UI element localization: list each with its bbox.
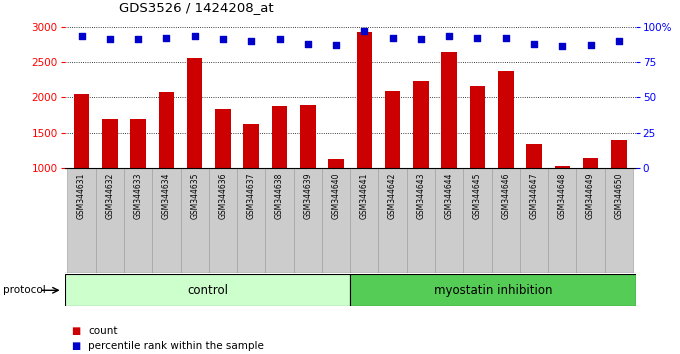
- Text: GSM344635: GSM344635: [190, 172, 199, 219]
- Bar: [583, 158, 598, 168]
- Bar: [385, 91, 401, 168]
- Text: GSM344648: GSM344648: [558, 172, 566, 219]
- Text: count: count: [88, 326, 118, 336]
- Bar: [356, 32, 372, 168]
- Point: [472, 35, 483, 41]
- Point: [444, 34, 455, 39]
- Point: [303, 41, 313, 46]
- Bar: [243, 124, 259, 168]
- Text: GSM344639: GSM344639: [303, 172, 312, 219]
- Point: [245, 38, 256, 44]
- Bar: [577, 168, 605, 273]
- Bar: [407, 168, 435, 273]
- Text: percentile rank within the sample: percentile rank within the sample: [88, 341, 265, 351]
- Bar: [350, 168, 379, 273]
- Point: [76, 34, 87, 39]
- Point: [218, 36, 228, 42]
- Text: GSM344650: GSM344650: [614, 172, 624, 219]
- Bar: [74, 94, 89, 168]
- Bar: [300, 105, 316, 168]
- Bar: [124, 168, 152, 273]
- Point: [557, 44, 568, 49]
- Text: GSM344636: GSM344636: [218, 172, 227, 219]
- Bar: [65, 274, 350, 306]
- Bar: [294, 168, 322, 273]
- Text: GSM344640: GSM344640: [332, 172, 341, 219]
- Text: GSM344641: GSM344641: [360, 172, 369, 219]
- Text: control: control: [187, 284, 228, 297]
- Bar: [96, 168, 124, 273]
- Bar: [470, 86, 486, 168]
- Text: ■: ■: [71, 341, 81, 351]
- Point: [330, 42, 341, 48]
- Text: GSM344631: GSM344631: [77, 172, 86, 219]
- Bar: [463, 168, 492, 273]
- Point: [105, 36, 116, 42]
- Text: GSM344647: GSM344647: [530, 172, 539, 219]
- Text: GSM344649: GSM344649: [586, 172, 595, 219]
- Bar: [215, 109, 231, 168]
- Bar: [322, 168, 350, 273]
- Point: [274, 36, 285, 42]
- Text: myostatin inhibition: myostatin inhibition: [434, 284, 552, 297]
- Bar: [441, 52, 457, 168]
- Text: GSM344642: GSM344642: [388, 172, 397, 219]
- Point: [585, 42, 596, 48]
- Point: [613, 38, 624, 44]
- Point: [189, 34, 200, 39]
- Bar: [180, 168, 209, 273]
- Text: GDS3526 / 1424208_at: GDS3526 / 1424208_at: [119, 1, 273, 14]
- Bar: [379, 168, 407, 273]
- Point: [528, 41, 539, 46]
- Point: [133, 36, 143, 42]
- Bar: [492, 168, 520, 273]
- Point: [359, 28, 370, 34]
- Bar: [548, 168, 577, 273]
- Bar: [435, 168, 463, 273]
- Text: GSM344646: GSM344646: [501, 172, 510, 219]
- Bar: [158, 92, 174, 168]
- Point: [500, 35, 511, 41]
- Point: [387, 35, 398, 41]
- Bar: [131, 119, 146, 168]
- Bar: [272, 106, 287, 168]
- Bar: [605, 168, 633, 273]
- Bar: [413, 81, 428, 168]
- Text: ■: ■: [71, 326, 81, 336]
- Bar: [498, 71, 513, 168]
- Bar: [67, 168, 96, 273]
- Text: GSM344633: GSM344633: [134, 172, 143, 219]
- Text: GSM344643: GSM344643: [416, 172, 426, 219]
- Bar: [237, 168, 265, 273]
- Bar: [526, 144, 542, 168]
- Text: GSM344637: GSM344637: [247, 172, 256, 219]
- Bar: [520, 168, 548, 273]
- Bar: [187, 58, 203, 168]
- Bar: [152, 168, 180, 273]
- Bar: [209, 168, 237, 273]
- Text: protocol: protocol: [3, 285, 46, 295]
- Bar: [328, 159, 344, 168]
- Point: [161, 35, 172, 41]
- Text: GSM344638: GSM344638: [275, 172, 284, 219]
- Text: GSM344644: GSM344644: [445, 172, 454, 219]
- Bar: [102, 119, 118, 168]
- Bar: [554, 166, 570, 168]
- Text: GSM344645: GSM344645: [473, 172, 482, 219]
- Text: GSM344632: GSM344632: [105, 172, 114, 219]
- Bar: [265, 168, 294, 273]
- Text: GSM344634: GSM344634: [162, 172, 171, 219]
- Point: [415, 36, 426, 42]
- Bar: [350, 274, 636, 306]
- Bar: [611, 140, 626, 168]
